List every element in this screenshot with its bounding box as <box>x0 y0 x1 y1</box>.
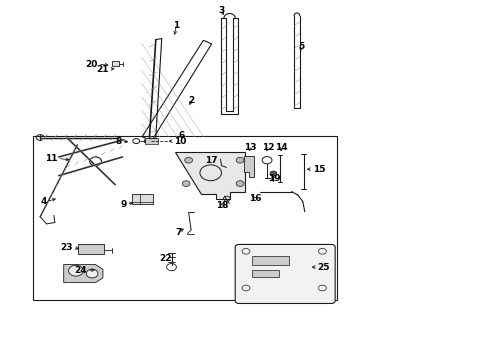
Bar <box>252 270 279 277</box>
Circle shape <box>185 157 193 163</box>
Circle shape <box>69 265 83 276</box>
Text: 17: 17 <box>205 156 218 165</box>
Text: 22: 22 <box>159 254 172 263</box>
Text: 7: 7 <box>175 228 182 237</box>
Text: 23: 23 <box>60 243 73 252</box>
Text: 24: 24 <box>74 266 87 275</box>
Text: 2: 2 <box>188 96 194 105</box>
Text: 19: 19 <box>268 174 281 183</box>
Text: 15: 15 <box>313 165 325 174</box>
Text: 5: 5 <box>298 42 304 51</box>
Polygon shape <box>64 265 103 283</box>
Text: 14: 14 <box>275 143 288 152</box>
Circle shape <box>236 157 244 163</box>
Text: 25: 25 <box>318 263 330 271</box>
Text: 3: 3 <box>219 6 225 15</box>
Text: 10: 10 <box>174 136 186 145</box>
Text: 6: 6 <box>178 130 184 139</box>
Circle shape <box>182 181 190 186</box>
FancyBboxPatch shape <box>235 244 335 303</box>
Text: 8: 8 <box>115 136 122 145</box>
Text: 21: 21 <box>96 65 109 74</box>
Text: 9: 9 <box>120 200 126 209</box>
Circle shape <box>270 171 277 176</box>
Bar <box>145 138 158 144</box>
Text: 1: 1 <box>173 21 179 30</box>
Text: 16: 16 <box>248 194 261 203</box>
Polygon shape <box>175 152 245 199</box>
Circle shape <box>90 157 101 166</box>
Bar <box>252 256 289 265</box>
Text: 11: 11 <box>45 154 58 163</box>
Text: 20: 20 <box>86 60 98 69</box>
Circle shape <box>144 139 150 143</box>
Circle shape <box>236 181 244 186</box>
Text: 13: 13 <box>244 143 256 152</box>
Bar <box>132 194 153 204</box>
Bar <box>33 136 337 300</box>
Text: 4: 4 <box>40 197 47 206</box>
Text: 18: 18 <box>216 201 228 210</box>
Polygon shape <box>112 61 119 66</box>
Text: 12: 12 <box>262 143 275 152</box>
Polygon shape <box>244 156 254 177</box>
Circle shape <box>86 269 98 278</box>
Bar <box>78 244 104 254</box>
